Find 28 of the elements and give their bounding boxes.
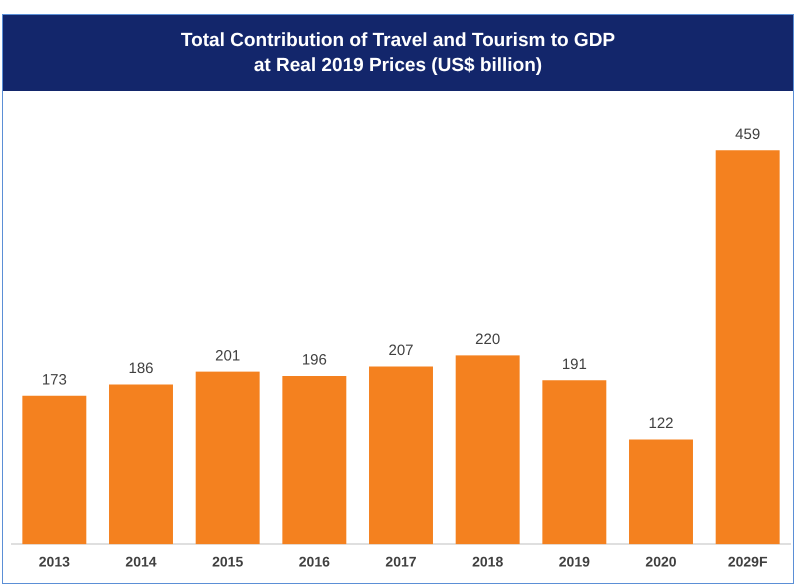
chart-title: Total Contribution of Travel and Tourism to GDP at Real 2019 Prices (US$ billion) (3, 15, 793, 91)
bar (629, 439, 693, 544)
data-label: 196 (302, 352, 327, 369)
bar (22, 396, 86, 544)
data-label: 201 (215, 347, 240, 364)
bar (109, 384, 173, 544)
x-tick-label: 2029F (728, 553, 768, 570)
x-tick-label: 2018 (472, 553, 504, 570)
bar (456, 355, 520, 544)
data-label: 191 (562, 356, 587, 373)
x-tick-label: 2016 (298, 553, 330, 570)
data-label: 122 (648, 415, 674, 432)
data-label: 207 (388, 342, 414, 360)
bar (369, 366, 433, 544)
bar (542, 380, 606, 544)
data-label: 173 (42, 371, 67, 388)
bar (282, 376, 346, 544)
x-tick-label: 2017 (385, 553, 417, 570)
data-label: 220 (475, 330, 500, 348)
data-label: 186 (128, 360, 154, 378)
x-tick-label: 2020 (645, 553, 677, 570)
bar (716, 150, 780, 544)
x-tick-label: 2013 (38, 553, 70, 570)
x-tick-label: 2014 (125, 553, 157, 570)
data-label: 459 (735, 126, 760, 143)
bar (196, 372, 260, 544)
x-tick-label: 2019 (558, 553, 590, 570)
x-tick-label: 2015 (212, 553, 244, 570)
